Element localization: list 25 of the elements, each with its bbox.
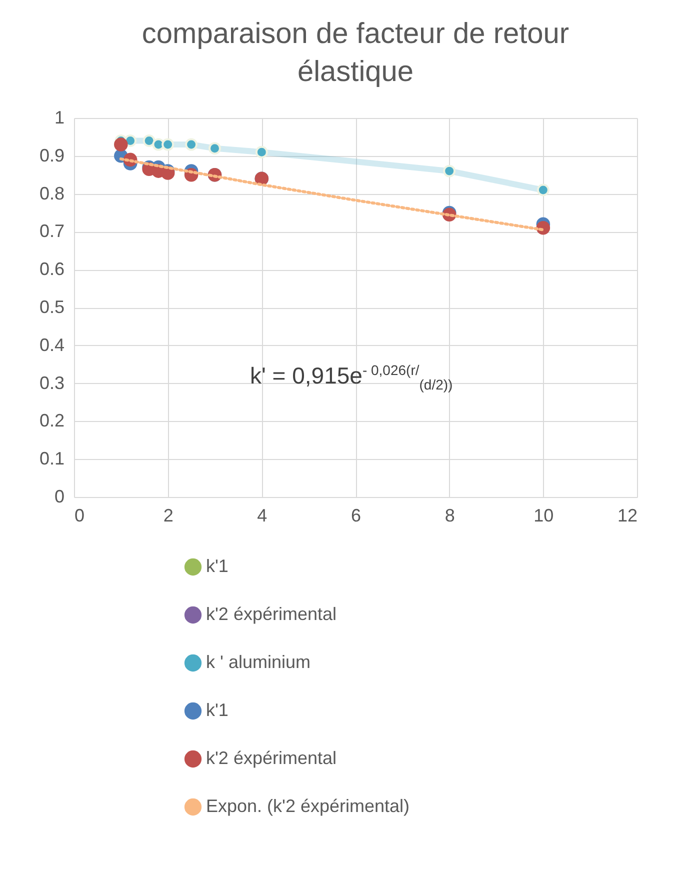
y-tick-label: 1 (54, 108, 64, 128)
y-tick-label: 0.2 (39, 410, 64, 431)
y-tick-label: 0.6 (39, 259, 64, 280)
chart-title: comparaison de facteur de retour élastique (142, 18, 570, 88)
legend-label: k'1 (206, 556, 228, 576)
x-tick-label: 4 (257, 506, 268, 526)
legend-label: k'2 éxpérimental (206, 748, 336, 768)
y-tick-label: 0.3 (39, 372, 64, 393)
x-tick-label: 8 (444, 506, 455, 526)
y-tick-label: 0 (54, 486, 64, 506)
legend-label: Expon. (k'2 éxpérimental) (206, 796, 410, 816)
x-tick-label: 10 (534, 506, 554, 526)
y-tick-label: 0.9 (39, 145, 64, 166)
legend-label: k'2 éxpérimental (206, 604, 336, 624)
y-tick-label: 0.7 (39, 221, 64, 242)
legend-label: k'1 (206, 700, 228, 720)
y-tick-label: 0.5 (39, 297, 64, 317)
legend-label: k ' aluminium (206, 652, 310, 672)
x-tick-label: 2 (163, 506, 174, 526)
x-tick-label: 6 (350, 506, 362, 526)
y-tick-label: 0.4 (39, 334, 64, 355)
y-tick-label: 0.8 (39, 183, 64, 204)
x-tick-label: 12 (617, 506, 638, 526)
y-tick-label: 0.1 (39, 448, 64, 469)
x-tick-label: 0 (74, 506, 85, 526)
